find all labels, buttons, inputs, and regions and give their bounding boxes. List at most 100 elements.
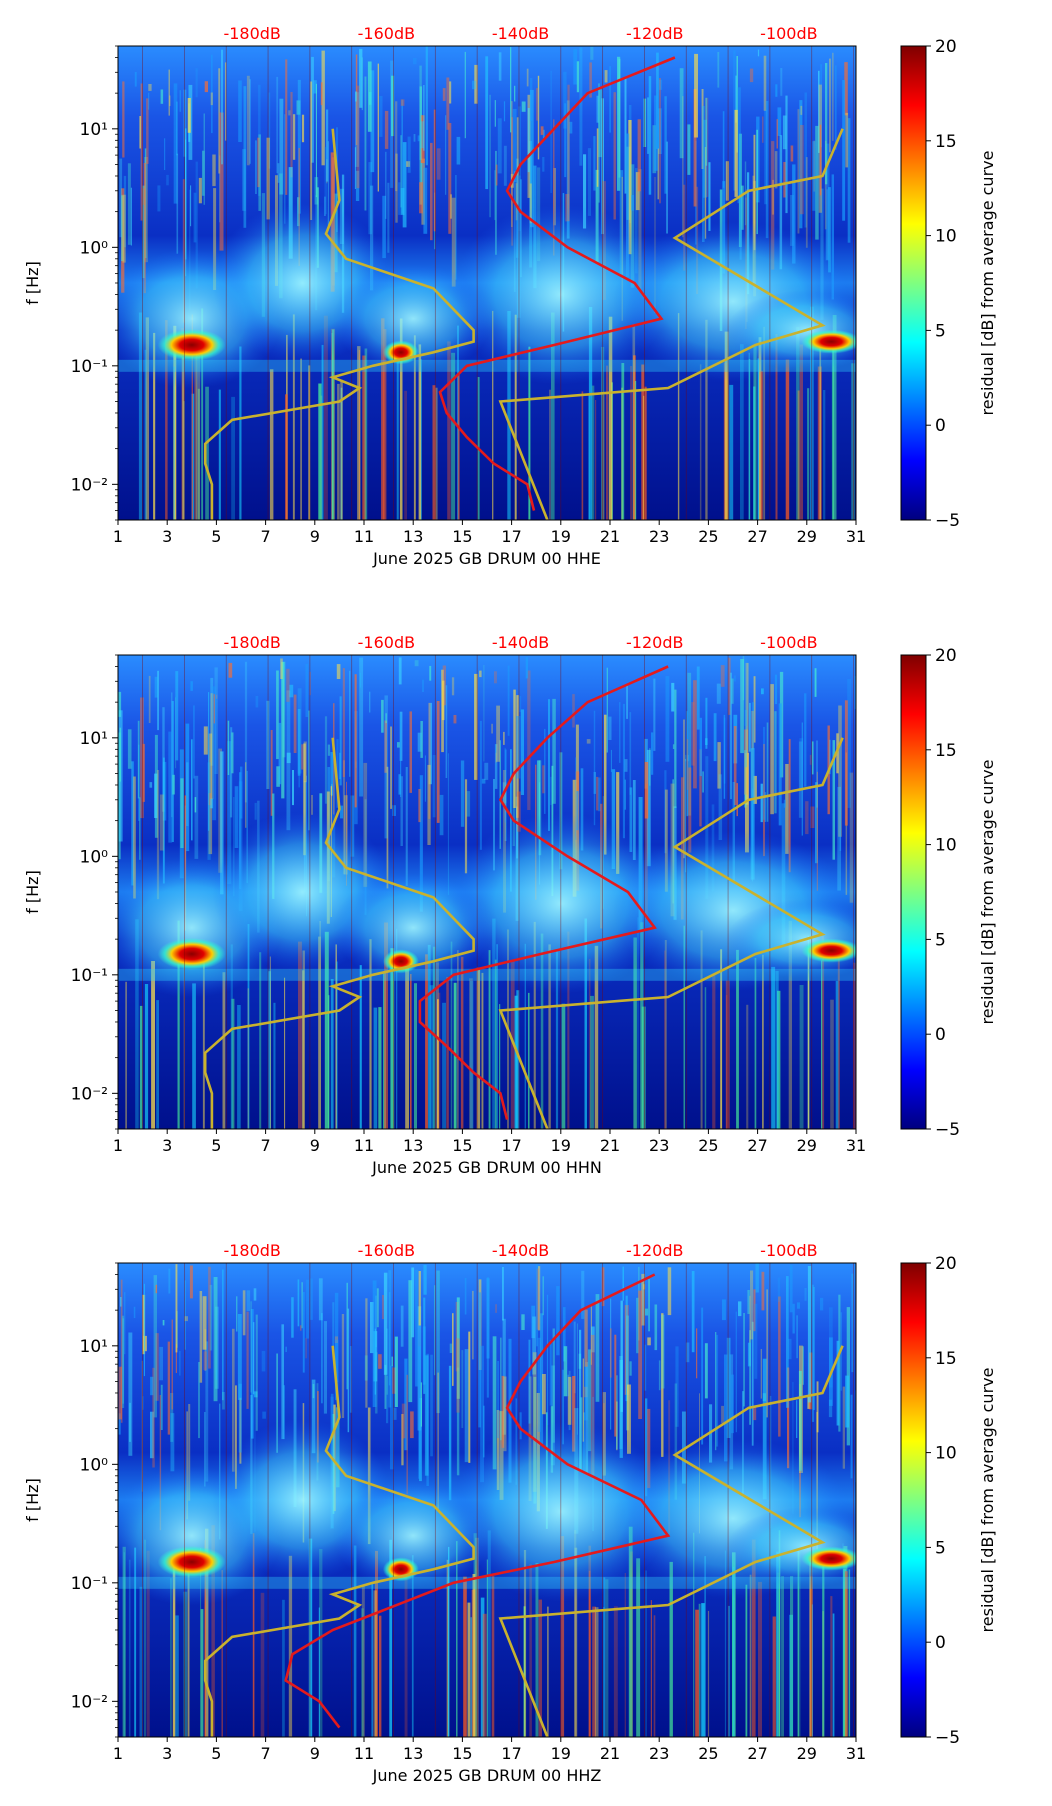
colorbar-tick-label: 0 [935, 1025, 946, 1045]
y-tick-label: 10¹ [80, 1337, 108, 1357]
colorbar-tick-label: 10 [935, 836, 957, 856]
y-axis-label: f [Hz] [23, 870, 42, 914]
x-tick-label: 27 [747, 1744, 767, 1763]
x-tick-label: 31 [846, 1136, 866, 1155]
x-tick-label: 29 [797, 1744, 817, 1763]
colorbar-tick-label: 5 [935, 930, 946, 950]
x-tick-label: 5 [211, 1136, 221, 1155]
x-tick-label: 13 [403, 1744, 423, 1763]
colorbar-tick-label: −5 [935, 1728, 960, 1748]
x-tick-label: 29 [797, 1136, 817, 1155]
x-tick-label: 21 [600, 527, 620, 546]
x-axis-label: June 2025 GB DRUM 00 HHN [371, 1158, 602, 1177]
x-tick-label: 27 [747, 527, 767, 546]
low-noise-model-line [203, 128, 475, 520]
high-noise-model-line [498, 737, 844, 1129]
colorbar-tick-label: 15 [935, 132, 957, 152]
db-tick-label: -180dB [223, 633, 280, 652]
x-tick-label: 23 [649, 527, 669, 546]
x-tick-label: 21 [600, 1136, 620, 1155]
y-tick-label: 10¹ [80, 729, 108, 749]
x-tick-label: 17 [501, 1136, 521, 1155]
x-tick-label: 25 [698, 527, 718, 546]
db-tick-label: -100dB [760, 1241, 817, 1260]
db-tick-label: -140dB [492, 24, 549, 43]
y-tick-label: 10⁰ [80, 238, 109, 258]
colorbar-tick-label: 10 [935, 1444, 957, 1464]
high-noise-model-line [498, 128, 844, 520]
x-tick-label: 17 [501, 527, 521, 546]
y-tick-label: 10⁻² [71, 1084, 108, 1104]
x-axis-label: June 2025 GB DRUM 00 HHE [372, 549, 601, 568]
average-psd-curve [438, 56, 676, 511]
heatmap-area [118, 46, 856, 520]
x-tick-label: 27 [747, 1136, 767, 1155]
y-tick-label: 10⁻¹ [71, 1574, 108, 1594]
low-noise-model-line [203, 737, 475, 1129]
average-psd-curve [418, 665, 669, 1120]
y-tick-label: 10⁰ [80, 1455, 109, 1475]
x-tick-label: 5 [211, 1744, 221, 1763]
x-tick-label: 13 [403, 527, 423, 546]
x-tick-label: 7 [261, 1136, 271, 1155]
colorbar-tick-label: 10 [935, 227, 957, 247]
x-tick-label: 9 [310, 1136, 320, 1155]
db-tick-label: -180dB [223, 1241, 280, 1260]
db-tick-label: -120dB [626, 633, 683, 652]
x-tick-label: 9 [310, 527, 320, 546]
colorbar-tick-label: 20 [935, 1254, 957, 1274]
y-tick-label: 10⁻¹ [71, 966, 108, 986]
y-axis-label: f [Hz] [23, 1478, 42, 1522]
heatmap-area [118, 655, 856, 1129]
high-noise-model-line [498, 1345, 844, 1737]
x-tick-label: 1 [113, 1136, 123, 1155]
x-axis-label: June 2025 GB DRUM 00 HHZ [372, 1766, 602, 1785]
colorbar-tick-label: 15 [935, 741, 957, 761]
db-tick-label: -160dB [358, 633, 415, 652]
colorbar-label: residual [dB] from average curve [978, 151, 997, 416]
colorbar-tick-label: 0 [935, 416, 946, 436]
x-tick-label: 15 [452, 1136, 472, 1155]
x-tick-label: 31 [846, 527, 866, 546]
y-tick-label: 10⁰ [80, 847, 109, 867]
x-tick-label: 11 [354, 1744, 374, 1763]
y-axis-label: f [Hz] [23, 261, 42, 305]
x-tick-label: 3 [162, 1744, 172, 1763]
x-tick-label: 3 [162, 1136, 172, 1155]
db-tick-label: -160dB [358, 24, 415, 43]
colorbar-label: residual [dB] from average curve [978, 1368, 997, 1633]
average-psd-curve [284, 1273, 671, 1729]
db-tick-label: -140dB [492, 633, 549, 652]
x-tick-label: 13 [403, 1136, 423, 1155]
x-tick-label: 9 [310, 1744, 320, 1763]
colorbar-tick-label: 5 [935, 321, 946, 341]
low-noise-model-line [203, 1345, 475, 1737]
colorbar-tick-label: 0 [935, 1633, 946, 1653]
heatmap-area [118, 1263, 856, 1737]
db-tick-label: -100dB [760, 633, 817, 652]
colorbar-tick-label: −5 [935, 1120, 960, 1140]
db-tick-label: -180dB [223, 24, 280, 43]
x-tick-label: 29 [797, 527, 817, 546]
colorbar: −5 0 5 10 15 20 residual [dB] from average cur… [900, 1254, 997, 1748]
x-tick-label: 7 [261, 527, 271, 546]
colorbar-tick-label: 20 [935, 37, 957, 57]
x-tick-label: 11 [354, 1136, 374, 1155]
x-tick-label: 23 [649, 1744, 669, 1763]
x-tick-label: 25 [698, 1136, 718, 1155]
colorbar-tick-label: −5 [935, 511, 960, 531]
x-tick-label: 19 [551, 1136, 571, 1155]
y-tick-label: 10⁻² [71, 1692, 108, 1712]
db-tick-label: -120dB [626, 24, 683, 43]
x-tick-label: 11 [354, 527, 374, 546]
x-tick-label: 1 [113, 1744, 123, 1763]
x-tick-label: 5 [211, 527, 221, 546]
x-tick-label: 19 [551, 1744, 571, 1763]
x-tick-label: 7 [261, 1744, 271, 1763]
colorbar-tick-label: 15 [935, 1349, 957, 1369]
x-tick-label: 15 [452, 1744, 472, 1763]
db-tick-label: -160dB [358, 1241, 415, 1260]
y-tick-label: 10⁻² [71, 475, 108, 495]
y-tick-label: 10⁻¹ [71, 357, 108, 377]
